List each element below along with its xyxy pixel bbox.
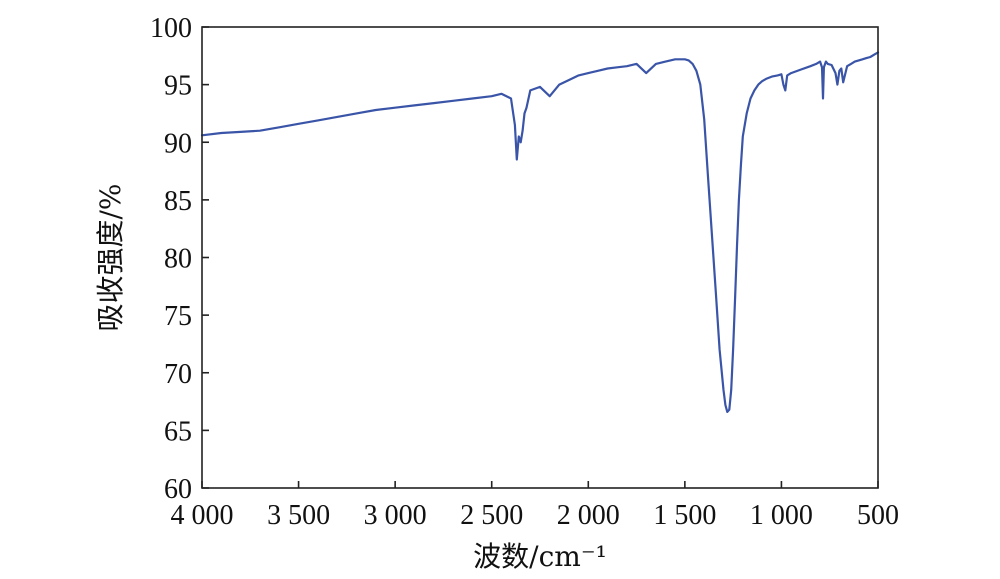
- x-axis-label: 波数/cm⁻¹: [473, 540, 607, 573]
- y-tick-label: 95: [164, 71, 192, 102]
- y-tick-label: 65: [164, 416, 192, 447]
- plot-frame: [201, 26, 879, 489]
- x-tick-label: 4 000: [171, 500, 234, 531]
- x-tick-label: 2 000: [557, 500, 620, 531]
- spectrum-line: [200, 51, 880, 413]
- y-axis-label: 吸收强度/%: [94, 183, 127, 331]
- tick-labels-layer: 4 000 3 500 3 000 2 500 2 000 1 500 1 000 500 60…: [150, 13, 899, 531]
- y-tick-label: 80: [164, 244, 192, 275]
- y-tick-label: 60: [164, 474, 192, 505]
- x-tick-label: 1 500: [653, 500, 716, 531]
- x-tick-label: 1 000: [750, 500, 813, 531]
- ticks-layer: [201, 26, 879, 489]
- x-tick-label: 2 500: [460, 500, 523, 531]
- y-tick-label: 90: [164, 128, 192, 159]
- x-tick-label: 3 500: [267, 500, 330, 531]
- y-tick-label: 70: [164, 359, 192, 390]
- y-tick-label: 100: [150, 13, 192, 44]
- y-tick-label: 85: [164, 186, 192, 217]
- x-tick-label: 3 000: [364, 500, 427, 531]
- y-tick-label: 75: [164, 301, 192, 332]
- x-tick-label: 500: [857, 500, 899, 531]
